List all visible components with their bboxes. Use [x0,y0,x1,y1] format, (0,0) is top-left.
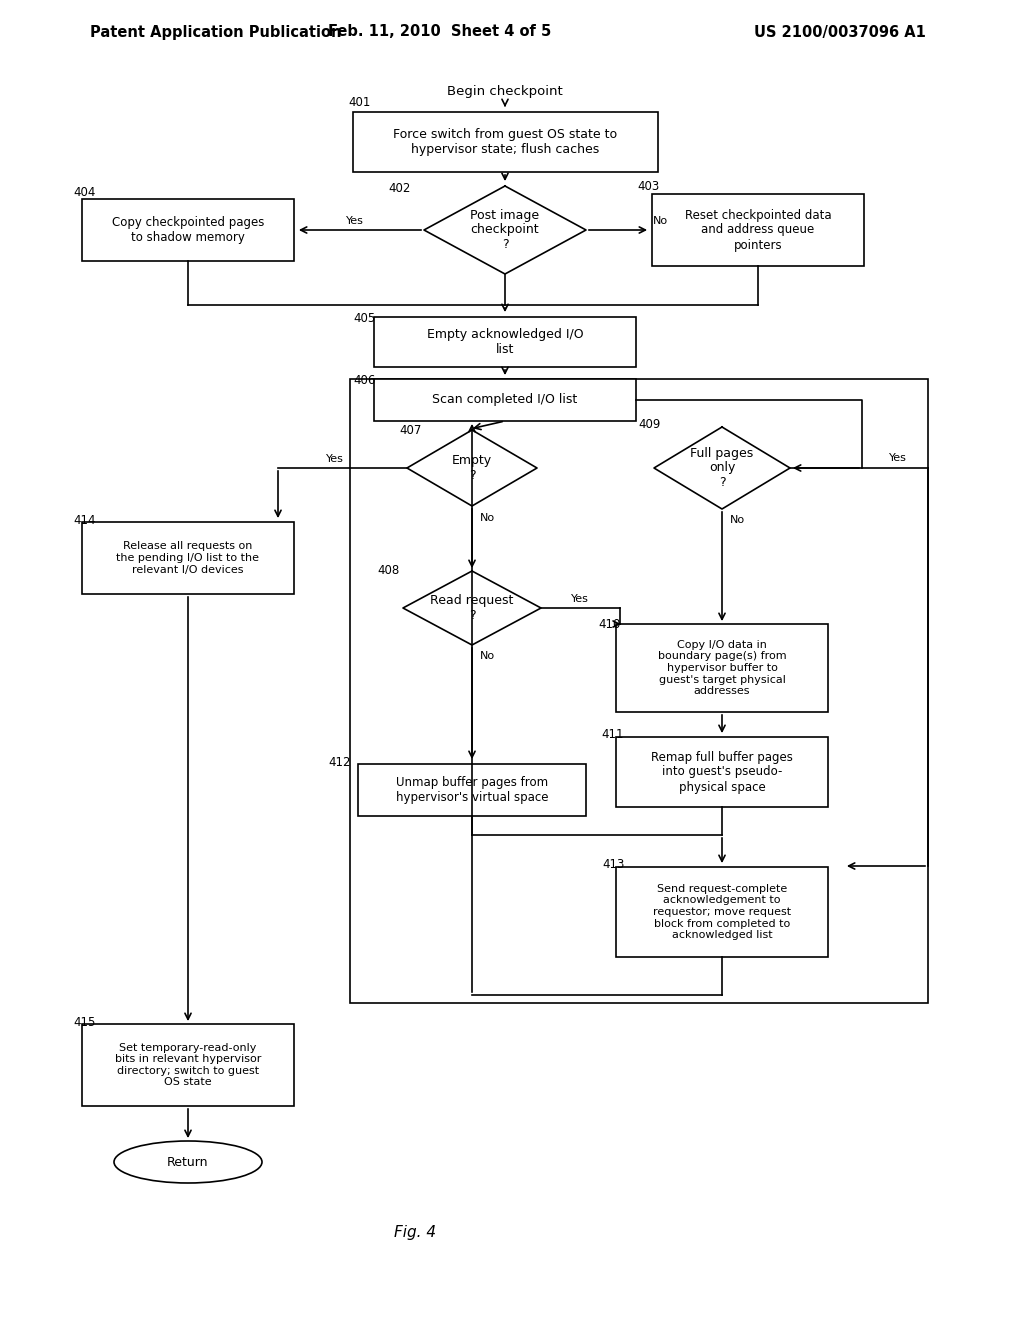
Text: Unmap buffer pages from
hypervisor's virtual space: Unmap buffer pages from hypervisor's vir… [395,776,548,804]
FancyBboxPatch shape [82,199,294,261]
Text: 406: 406 [354,374,376,387]
Polygon shape [407,430,537,506]
Text: 407: 407 [399,424,422,437]
Text: 402: 402 [389,181,412,194]
Text: Post image
checkpoint
?: Post image checkpoint ? [470,209,540,252]
Text: Release all requests on
the pending I/O list to the
relevant I/O devices: Release all requests on the pending I/O … [117,541,259,574]
Text: 413: 413 [603,858,626,871]
FancyBboxPatch shape [82,1024,294,1106]
Text: Patent Application Publication: Patent Application Publication [90,25,341,40]
Text: Reset checkpointed data
and address queue
pointers: Reset checkpointed data and address queu… [685,209,831,252]
Polygon shape [403,572,541,645]
Text: 415: 415 [74,1015,96,1028]
Text: Return: Return [167,1155,209,1168]
FancyBboxPatch shape [358,764,586,816]
Ellipse shape [114,1140,262,1183]
Text: Force switch from guest OS state to
hypervisor state; flush caches: Force switch from guest OS state to hype… [393,128,617,156]
Text: Fig. 4: Fig. 4 [394,1225,436,1239]
Text: Remap full buffer pages
into guest's pseudo-
physical space: Remap full buffer pages into guest's pse… [651,751,793,793]
Text: Read request
?: Read request ? [430,594,514,622]
FancyBboxPatch shape [374,317,636,367]
Text: Yes: Yes [326,454,344,465]
FancyBboxPatch shape [374,379,636,421]
Text: Yes: Yes [571,594,589,605]
Text: Empty
?: Empty ? [452,454,493,482]
Text: Set temporary-read-only
bits in relevant hypervisor
directory; switch to guest
O: Set temporary-read-only bits in relevant… [115,1043,261,1088]
Text: Yes: Yes [346,216,364,226]
FancyBboxPatch shape [616,867,828,957]
Text: Full pages
only
?: Full pages only ? [690,446,754,490]
Text: Yes: Yes [889,453,907,463]
Text: No: No [479,513,495,523]
FancyBboxPatch shape [616,737,828,807]
Text: No: No [479,651,495,661]
Text: Copy I/O data in
boundary page(s) from
hypervisor buffer to
guest's target physi: Copy I/O data in boundary page(s) from h… [657,640,786,696]
FancyBboxPatch shape [82,521,294,594]
FancyBboxPatch shape [616,624,828,711]
Polygon shape [654,426,790,510]
FancyBboxPatch shape [352,112,657,172]
Text: 414: 414 [74,513,96,527]
Text: 408: 408 [377,565,399,578]
Text: 410: 410 [599,618,622,631]
Text: Feb. 11, 2010  Sheet 4 of 5: Feb. 11, 2010 Sheet 4 of 5 [329,25,552,40]
Polygon shape [424,186,586,275]
Text: No: No [652,216,668,226]
Text: 405: 405 [354,313,376,326]
Text: No: No [729,515,744,525]
Text: Copy checkpointed pages
to shadow memory: Copy checkpointed pages to shadow memory [112,216,264,244]
Text: 404: 404 [74,186,96,198]
FancyBboxPatch shape [652,194,864,267]
Text: Empty acknowledged I/O
list: Empty acknowledged I/O list [427,327,584,356]
Text: Begin checkpoint: Begin checkpoint [447,86,563,99]
Text: 409: 409 [639,418,662,432]
Text: 403: 403 [637,180,659,193]
Text: US 2100/0037096 A1: US 2100/0037096 A1 [754,25,926,40]
Text: 411: 411 [602,729,625,742]
Text: 401: 401 [349,95,371,108]
Text: Scan completed I/O list: Scan completed I/O list [432,393,578,407]
Text: 412: 412 [329,755,351,768]
Text: Send request-complete
acknowledgement to
requestor; move request
block from comp: Send request-complete acknowledgement to… [653,884,792,940]
